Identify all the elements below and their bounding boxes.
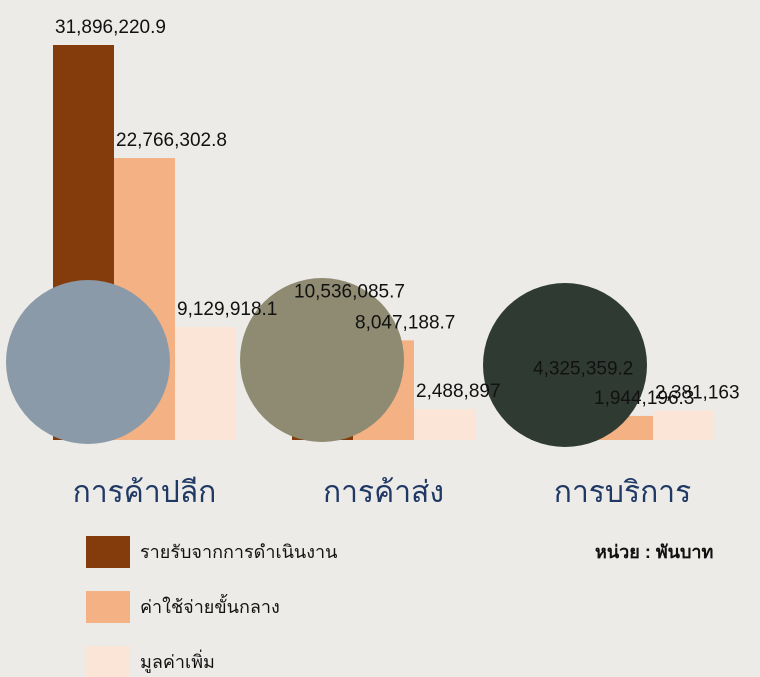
value-label: 2,488,897 (416, 381, 501, 402)
bar (414, 409, 475, 440)
legend-swatch (86, 646, 130, 677)
legend-swatch (86, 591, 130, 623)
value-label: 10,536,085.7 (294, 282, 405, 303)
labels: 31,896,220.9 10,536,085.7 4,325,359.2 22,76… (55, 17, 740, 677)
category-label: การบริการ (554, 476, 691, 509)
illustrations (6, 278, 647, 447)
value-label: 4,325,359.2 (533, 358, 633, 379)
value-label: 2,381,163 (655, 383, 740, 404)
category-label: การค้าปลีก (73, 476, 217, 509)
category-label: การค้าส่ง (323, 476, 444, 509)
value-label: 1,944,196.3 (594, 388, 694, 409)
bar (175, 326, 236, 440)
value-label: 31,896,220.9 (55, 17, 166, 38)
value-label: 9,129,918.1 (177, 299, 277, 320)
wholesale-illustration (240, 278, 404, 442)
unit-label: หน่วย : พันบาท (595, 542, 713, 562)
retail-illustration (6, 280, 170, 444)
legend-label: มูลค่าเพิ่ม (140, 649, 215, 673)
legend-label: รายรับจากการดำเนินงาน (140, 542, 337, 562)
bar (653, 410, 714, 440)
value-label: 22,766,302.8 (116, 130, 227, 151)
service-illustration (483, 283, 647, 447)
value-label: 8,047,188.7 (355, 312, 455, 333)
legend-swatch (86, 536, 130, 568)
legend-label: ค่าใช้จ่ายขั้นกลาง (140, 594, 280, 617)
